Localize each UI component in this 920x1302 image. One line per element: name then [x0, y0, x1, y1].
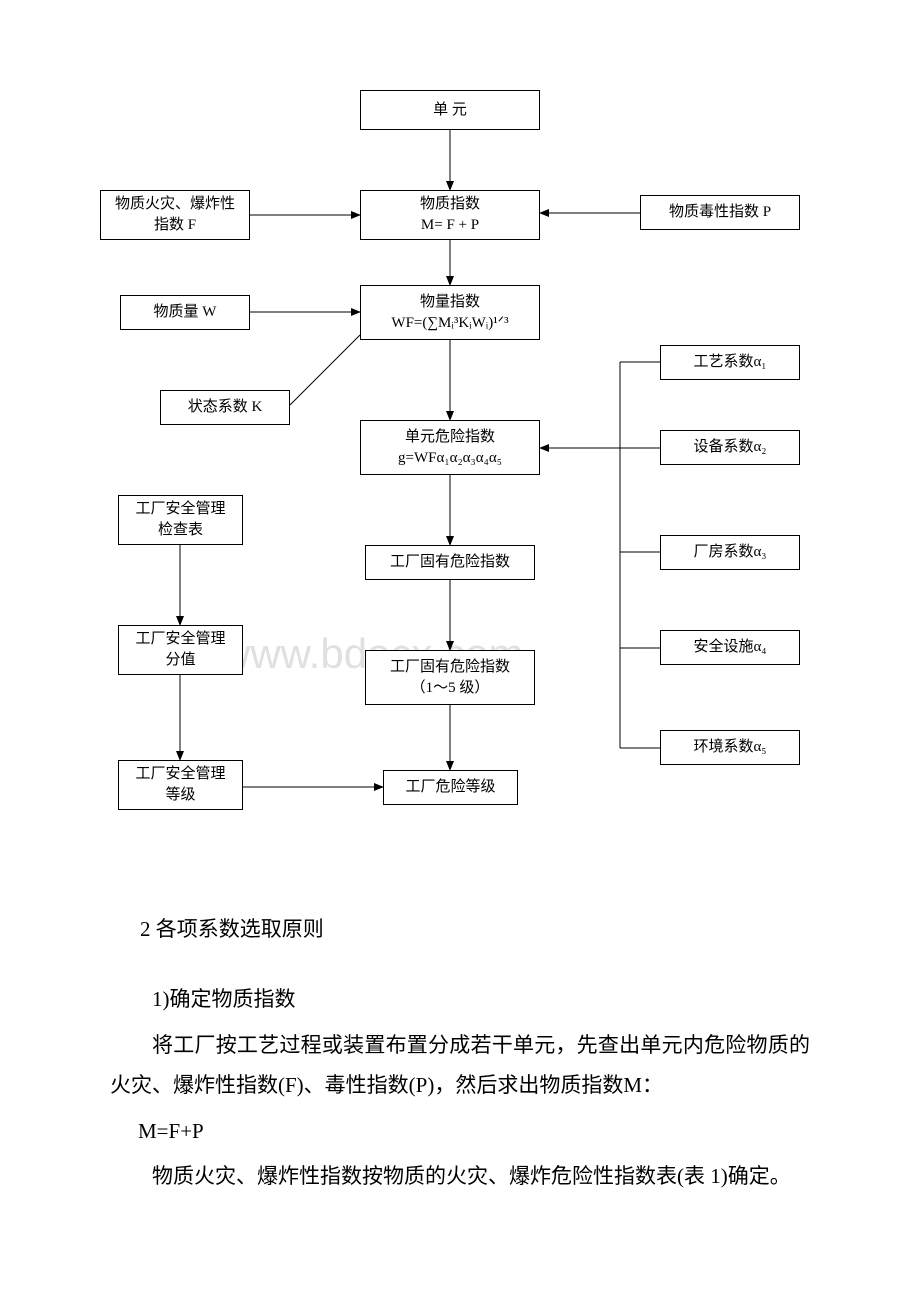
flowchart-node: 物质指数M= F + P	[360, 190, 540, 240]
formula: M=F+P	[138, 1112, 810, 1152]
flowchart-node: 工厂危险等级	[383, 770, 518, 805]
sub-heading: 1)确定物质指数	[110, 980, 810, 1020]
paragraph-1: 将工厂按工艺过程或装置布置分成若干单元，先查出单元内危险物质的火灾、爆炸性指数(…	[110, 1026, 810, 1106]
flowchart-node: 工厂固有危险指数	[365, 545, 535, 580]
flowchart-node: 状态系数 K	[160, 390, 290, 425]
flowchart-node: 单元危险指数g=WFα₁α₂α₃α₄α₅	[360, 420, 540, 475]
flowchart-node: 工厂固有危险指数（1～5 级）	[365, 650, 535, 705]
paragraph-2: 物质火灾、爆炸性指数按物质的火灾、爆炸危险性指数表(表 1)确定。	[110, 1157, 810, 1197]
flowchart-node: 安全设施α₄	[660, 630, 800, 665]
document-body: 2 各项系数选取原则 1)确定物质指数 将工厂按工艺过程或装置布置分成若干单元，…	[110, 910, 810, 1203]
flowchart-node: 工厂安全管理检查表	[118, 495, 243, 545]
flowchart-node: 厂房系数α₃	[660, 535, 800, 570]
flowchart-node: 设备系数α₂	[660, 430, 800, 465]
flowchart-node: 工厂安全管理分值	[118, 625, 243, 675]
section-heading: 2 各项系数选取原则	[140, 910, 810, 950]
flowchart-node: 物量指数WF=(∑Mᵢ³KᵢWᵢ)¹ᐟ³	[360, 285, 540, 340]
flowchart-node: 物质火灾、爆炸性指数 F	[100, 190, 250, 240]
flowchart-node: 单 元	[360, 90, 540, 130]
flowchart-node: 工厂安全管理等级	[118, 760, 243, 810]
flowchart-node: 物质量 W	[120, 295, 250, 330]
flowchart-node: 物质毒性指数 P	[640, 195, 800, 230]
flowchart-node: 工艺系数α₁	[660, 345, 800, 380]
flowchart-container: 单 元物质火灾、爆炸性指数 F 物质指数M= F + P 物质毒性指数 P 物质量 W…	[100, 90, 820, 880]
flowchart-node: 环境系数α₅	[660, 730, 800, 765]
